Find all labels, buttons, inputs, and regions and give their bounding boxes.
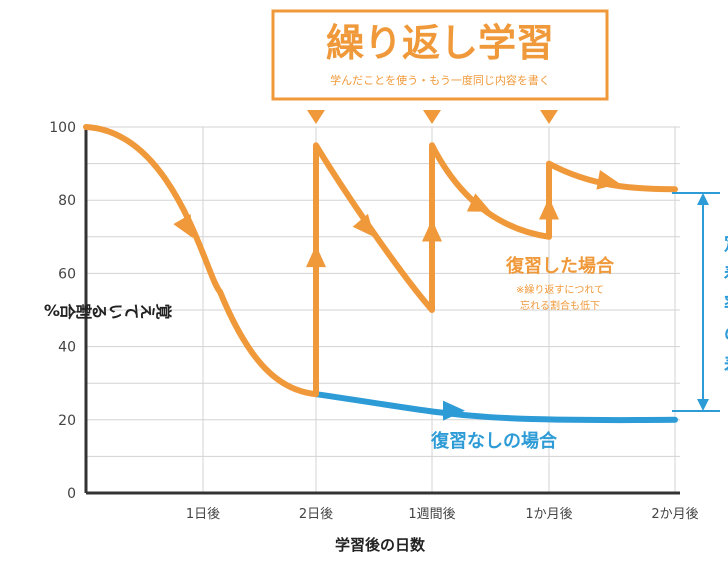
y-axis-label: 覚えている割合% (44, 301, 173, 320)
curve-arrow (352, 213, 375, 238)
y-tick-label: 40 (58, 340, 76, 356)
x-tick-label: 1日後 (186, 507, 220, 522)
x-tick-label: 2か月後 (651, 507, 698, 522)
curve-arrow (443, 400, 465, 421)
curve-arrow (596, 169, 620, 190)
review-markers (307, 110, 558, 124)
difference-label-char: 定 (724, 233, 728, 255)
curve-arrow (173, 214, 193, 239)
with-review-label: 復習した場合 (505, 255, 615, 277)
axis-ticks: 100 80 60 40 20 0 1日後 2日後 1週間後 1か月後 2か月後 (49, 120, 698, 522)
curve-arrow (422, 219, 442, 242)
series-line-without-review (313, 391, 678, 424)
review-marker (540, 110, 558, 124)
x-tick-label: 2日後 (299, 507, 333, 522)
review-marker (423, 110, 441, 124)
difference-label-char: 着 (723, 263, 728, 285)
y-tick-label: 100 (49, 120, 76, 136)
with-review-note-1: ※繰り返すにつれて (516, 283, 604, 296)
with-review-note-2: 忘れる割合も低下 (520, 299, 600, 312)
review-marker (307, 110, 325, 124)
series-line-with-review (83, 124, 678, 398)
x-tick-label: 1週間後 (408, 507, 455, 522)
difference-label-char: の (724, 324, 728, 345)
curve-arrows (173, 169, 620, 421)
x-axis-label: 学習後の日数 (335, 536, 426, 554)
title-box (271, 9, 609, 101)
series (83, 124, 678, 424)
difference-label: 定着率の差 (723, 233, 728, 375)
without-review-label: 復習なしの場合 (430, 430, 558, 452)
difference-label-char: 差 (724, 353, 728, 375)
difference-label-char: 率 (724, 293, 728, 315)
y-tick-label: 20 (58, 413, 76, 429)
y-tick-label: 60 (58, 266, 76, 282)
curve-arrow (466, 193, 492, 212)
curve-arrow (539, 197, 559, 220)
y-tick-label: 80 (58, 193, 76, 209)
y-tick-label: 0 (67, 486, 76, 502)
chart-title: 繰り返し学習 (326, 21, 554, 65)
curve-arrow (306, 245, 326, 268)
x-tick-label: 1か月後 (525, 507, 572, 522)
chart-subtitle: 学んだことを使う・もう一度同じ内容を書く (330, 73, 550, 87)
difference-bracket (672, 192, 720, 412)
